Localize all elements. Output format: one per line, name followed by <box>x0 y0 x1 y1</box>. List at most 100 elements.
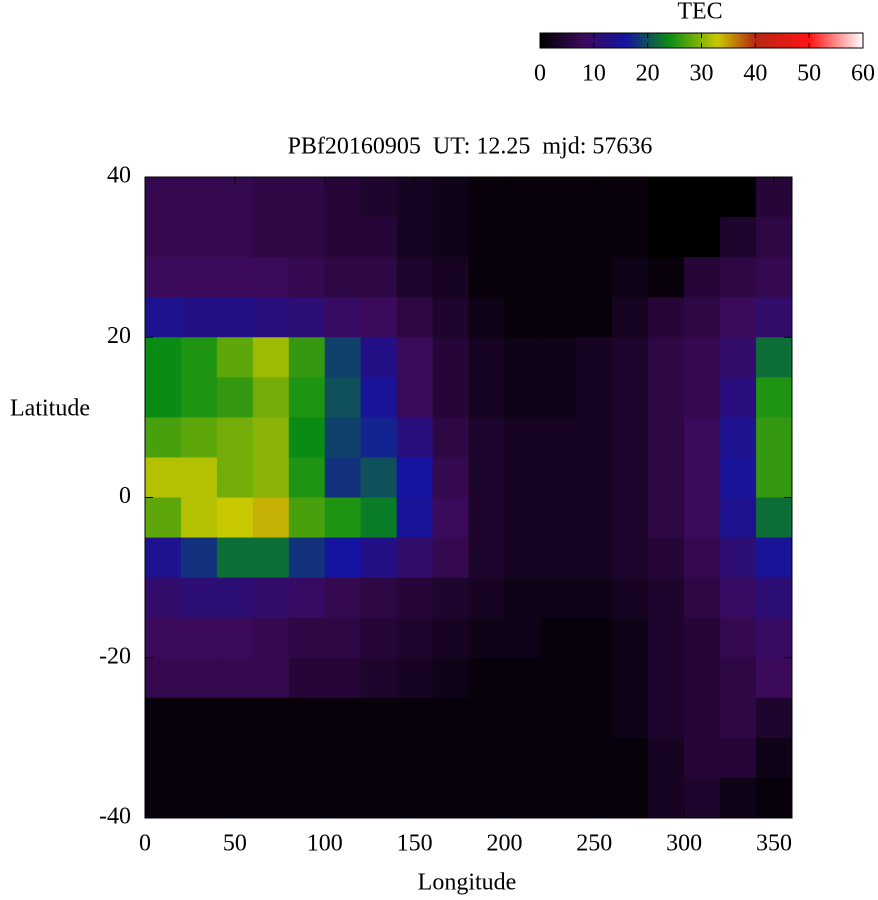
colorbar-tick-label: 10 <box>582 61 606 87</box>
heatmap-cell <box>504 497 541 539</box>
heatmap-cell <box>432 657 469 699</box>
heatmap-cell <box>720 297 757 338</box>
heatmap-cell <box>145 337 182 378</box>
heatmap-cell <box>396 297 434 338</box>
heatmap-cell <box>720 777 757 819</box>
heatmap-cell <box>540 537 577 579</box>
heatmap-cell <box>396 617 434 659</box>
heatmap-cell <box>468 657 505 699</box>
heatmap-cell <box>720 257 757 298</box>
heatmap-cell <box>216 617 254 659</box>
heatmap-cell <box>504 617 541 659</box>
heatmap-cell <box>432 777 469 819</box>
heatmap-cell <box>216 457 254 498</box>
heatmap-cell <box>684 297 721 338</box>
heatmap-cell <box>145 577 182 619</box>
heatmap-cell <box>612 657 649 699</box>
heatmap-cell <box>432 457 469 498</box>
heatmap-cell <box>756 537 793 579</box>
heatmap-cell <box>396 737 434 779</box>
heatmap-cell <box>288 457 326 498</box>
heatmap-cell <box>252 537 290 579</box>
heatmap-cell <box>180 657 218 699</box>
heatmap-cell <box>216 217 254 258</box>
y-tick-label: 0 <box>119 483 131 509</box>
heatmap-cell <box>648 737 685 779</box>
heatmap-cell <box>252 577 290 619</box>
heatmap-cell <box>720 697 757 739</box>
heatmap-cell <box>756 257 793 298</box>
heatmap-cell <box>756 577 793 619</box>
heatmap-cell <box>648 537 685 579</box>
heatmap-cell <box>720 457 757 498</box>
heatmap-cell <box>468 737 505 779</box>
colorbar-tick-label: 30 <box>690 61 714 87</box>
heatmap-cell <box>432 297 469 338</box>
heatmap-cell <box>145 777 182 819</box>
heatmap-cell <box>252 177 290 218</box>
heatmap-cell <box>396 337 434 378</box>
heatmap-cell <box>504 537 541 579</box>
heatmap-cell <box>180 257 218 298</box>
heatmap-cell <box>180 337 218 378</box>
heatmap-cell <box>612 497 649 539</box>
heatmap-cell <box>684 457 721 498</box>
heatmap-cell <box>504 337 541 378</box>
heatmap-cell <box>576 377 613 418</box>
heatmap-cell <box>504 577 541 619</box>
x-tick-label: 100 <box>307 831 343 857</box>
heatmap-cell <box>145 457 182 498</box>
x-axis-label: Longitude <box>418 870 517 896</box>
heatmap-cell <box>288 657 326 699</box>
heatmap-cell <box>756 417 793 458</box>
heatmap-cell <box>216 657 254 699</box>
heatmap-cell <box>432 537 469 579</box>
heatmap-cell <box>180 537 218 579</box>
heatmap-cell <box>145 697 182 739</box>
heatmap-cell <box>468 617 505 659</box>
heatmap-cell <box>360 537 398 579</box>
heatmap-cell <box>432 217 469 258</box>
heatmap-cell <box>396 697 434 739</box>
heatmap-cell <box>432 177 469 218</box>
heatmap-cell <box>252 737 290 779</box>
heatmap-cell <box>324 497 362 539</box>
heatmap-cell <box>216 697 254 739</box>
heatmap-cell <box>612 177 649 218</box>
heatmap-cell <box>576 617 613 659</box>
heatmap-cell <box>145 257 182 298</box>
heatmap-cell <box>720 737 757 779</box>
y-tick-label: -40 <box>99 804 131 830</box>
heatmap-cell <box>612 537 649 579</box>
heatmap-cell <box>648 377 685 418</box>
heatmap-cell <box>540 377 577 418</box>
heatmap-cell <box>540 777 577 819</box>
heatmap-cell <box>468 177 505 218</box>
heatmap-cell <box>648 697 685 739</box>
heatmap-cell <box>540 417 577 458</box>
colorbar-tick-label: 0 <box>534 61 546 87</box>
heatmap-cell <box>324 777 362 819</box>
heatmap-cell <box>252 457 290 498</box>
x-tick-label: 350 <box>756 831 792 857</box>
heatmap-cell <box>288 497 326 539</box>
heatmap-cell <box>720 337 757 378</box>
heatmap-cell <box>145 417 182 458</box>
heatmap-cell <box>720 497 757 539</box>
heatmap-cell <box>360 497 398 539</box>
heatmap-cell <box>648 617 685 659</box>
heatmap-cell <box>504 417 541 458</box>
heatmap-cell <box>684 697 721 739</box>
heatmap-cell <box>684 497 721 539</box>
heatmap-cell <box>468 257 505 298</box>
colorbar-tick-label: 60 <box>851 61 875 87</box>
heatmap-cell <box>432 377 469 418</box>
heatmap-cell <box>324 577 362 619</box>
heatmap-cell <box>324 617 362 659</box>
y-tick-label: 20 <box>107 323 131 349</box>
heatmap-cell <box>360 697 398 739</box>
heatmap-cell <box>145 537 182 579</box>
heatmap-cell <box>252 777 290 819</box>
colorbar-tick-label: 50 <box>797 61 821 87</box>
heatmap-cell <box>252 657 290 699</box>
